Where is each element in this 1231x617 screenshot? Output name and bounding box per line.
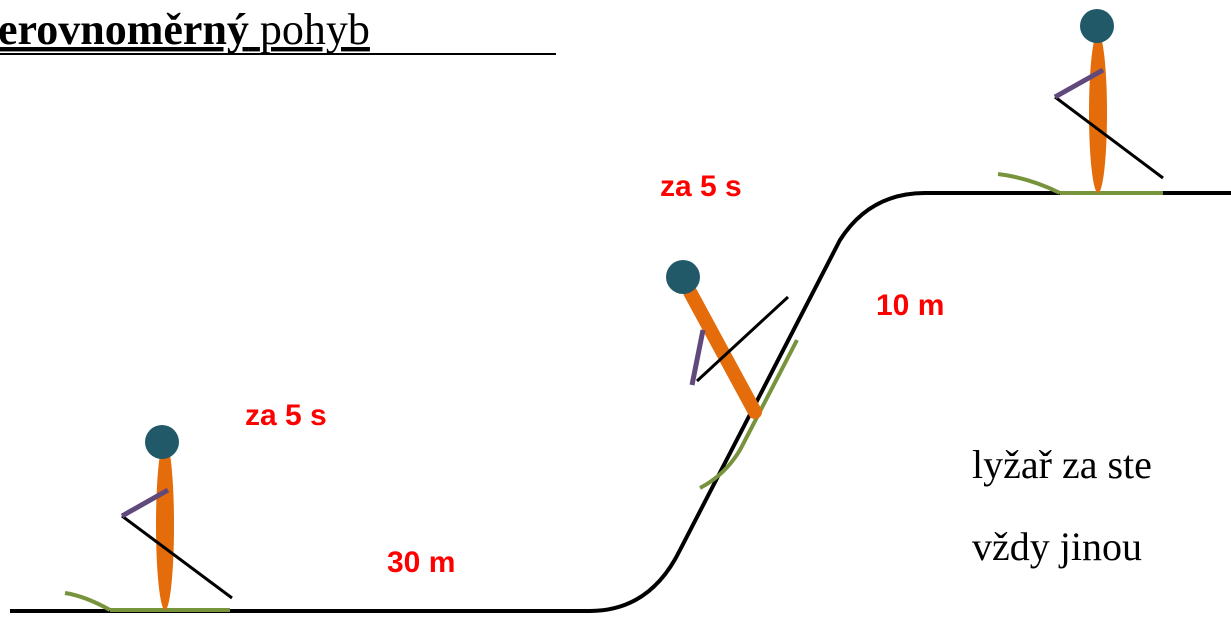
- label-distance: 30 m: [387, 546, 455, 579]
- label-time: za 5 s: [660, 170, 742, 203]
- label-distance: 10 m: [876, 289, 944, 322]
- body-text: vždy jinou: [972, 524, 1142, 569]
- slide: erovnoměrný pohyb za 5 s 10 m za 5 s 30 …: [0, 0, 1231, 617]
- body-text: lyžař za ste: [972, 442, 1152, 487]
- title-bold: erovnoměrný: [0, 5, 249, 54]
- skier-upper: [998, 9, 1163, 193]
- skier-lower: [65, 425, 232, 610]
- label-time: za 5 s: [245, 399, 327, 432]
- title-rest: pohyb: [260, 5, 370, 54]
- title: erovnoměrný pohyb: [0, 5, 370, 54]
